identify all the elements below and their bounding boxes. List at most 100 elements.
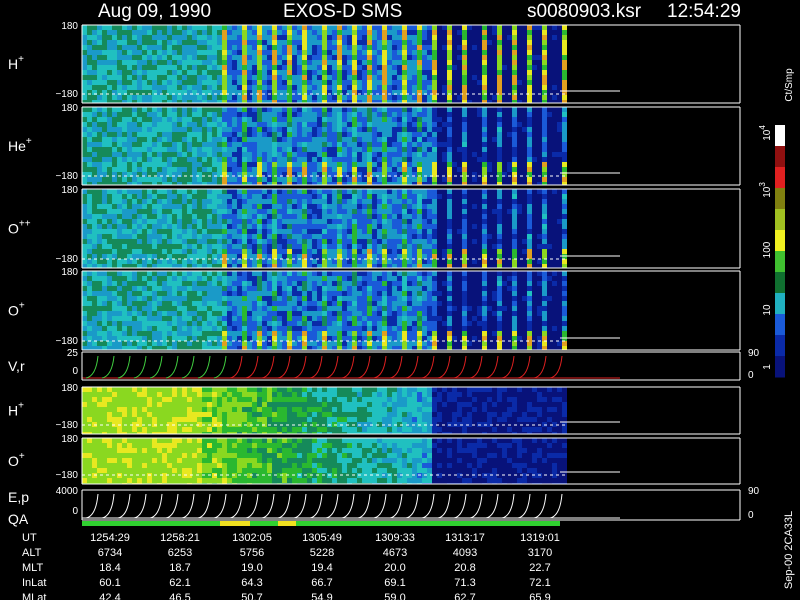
spectrogram-cell: [92, 209, 97, 214]
spectrogram-cell: [462, 70, 467, 75]
spectrogram-cell: [227, 122, 232, 127]
spectrogram-cell: [372, 172, 377, 177]
spectrogram-cell: [427, 55, 432, 60]
spectrogram-cell: [367, 45, 372, 50]
spectrogram-cell: [262, 55, 267, 60]
spectrogram-cell: [132, 321, 137, 326]
spectrogram-cell: [202, 264, 207, 268]
spectrogram-cell: [532, 244, 537, 249]
spectrogram-cell: [562, 142, 567, 147]
spectrogram-cell: [267, 25, 272, 30]
spectrogram-cell: [237, 189, 242, 194]
spectrogram-cell: [92, 147, 97, 152]
spectrogram-cell: [177, 112, 182, 117]
spectrogram-cell: [557, 214, 562, 219]
spectrogram-cell: [532, 70, 537, 75]
spectrogram-cell: [477, 50, 482, 55]
spectrogram-cell: [92, 264, 97, 268]
spectrogram-cell: [527, 189, 532, 194]
spectrogram-cell: [502, 50, 507, 55]
spectrogram-cell: [337, 100, 342, 103]
spectrogram-cell: [487, 50, 492, 55]
spectrogram-cell: [167, 182, 172, 185]
spectrogram-cell: [212, 25, 217, 30]
spectrogram-cell: [557, 137, 562, 142]
spectrogram-cell: [182, 100, 187, 103]
spectrogram-cell: [537, 40, 542, 45]
spectrogram-cell: [277, 254, 282, 259]
spectrogram-cell: [127, 189, 132, 194]
spectrogram-cell: [252, 147, 257, 152]
spectrogram-cell: [432, 80, 437, 85]
spectrogram-cell: [182, 177, 187, 182]
spectrogram-cell: [117, 35, 122, 40]
spectrogram-cell: [537, 75, 542, 80]
spectrogram-cell: [457, 224, 462, 229]
spectrogram-cell: [532, 25, 537, 30]
spectrogram-cell: [117, 182, 122, 185]
spectrogram-cell: [152, 75, 157, 80]
spectrogram-cell: [132, 271, 137, 276]
spectrogram-cell: [122, 326, 127, 331]
spectrogram-cell: [547, 172, 552, 177]
spectrogram-cell: [532, 259, 537, 264]
spectrogram-cell: [157, 264, 162, 268]
spectrogram-cell: [82, 90, 87, 95]
spectrogram-cell: [437, 80, 442, 85]
spectrogram-cell: [417, 177, 422, 182]
spectrogram-cell: [277, 177, 282, 182]
spectrogram-cell: [407, 229, 412, 234]
spectrogram-cell: [202, 45, 207, 50]
spectrogram-cell: [247, 100, 252, 103]
spectrogram-cell: [172, 259, 177, 264]
spectrogram-cell: [512, 80, 517, 85]
spectrogram-cell: [272, 45, 277, 50]
spectrogram-cell: [97, 162, 102, 167]
spectrogram-cell: [157, 167, 162, 172]
spectrogram-cell: [117, 244, 122, 249]
spectrogram-cell: [172, 35, 177, 40]
spectrogram-cell: [92, 214, 97, 219]
spectrogram-cell: [272, 75, 277, 80]
spectrogram-cell: [472, 112, 477, 117]
spectrogram-cell: [242, 259, 247, 264]
spectrogram-cell: [277, 249, 282, 254]
spectrogram-cell: [447, 172, 452, 177]
spectrogram-cell: [237, 75, 242, 80]
spectrogram-cell: [152, 286, 157, 291]
spectrogram-cell: [452, 259, 457, 264]
spectrogram-cell: [522, 40, 527, 45]
spectrogram-cell: [337, 249, 342, 254]
spectrogram-cell: [357, 75, 362, 80]
spectrogram-cell: [142, 167, 147, 172]
spectrogram-cell: [367, 147, 372, 152]
spectrogram-cell: [112, 40, 117, 45]
spectrogram-cell: [372, 209, 377, 214]
spectrogram-cell: [132, 45, 137, 50]
spectrogram-cell: [377, 264, 382, 268]
spectrogram-cell: [297, 75, 302, 80]
spectrogram-cell: [262, 229, 267, 234]
spectrogram-cell: [162, 276, 167, 281]
spectrogram-cell: [522, 75, 527, 80]
spectrogram-cell: [107, 326, 112, 331]
spectrogram-cell: [182, 259, 187, 264]
spectrogram-cell: [137, 55, 142, 60]
spectrogram-cell: [252, 214, 257, 219]
spectrogram-cell: [162, 306, 167, 311]
spectrogram-cell: [357, 234, 362, 239]
spectrogram-cell: [147, 75, 152, 80]
spectrogram-cell: [397, 132, 402, 137]
spectrogram-cell: [312, 117, 317, 122]
spectrogram-cell: [467, 85, 472, 90]
spectrogram-cell: [337, 40, 342, 45]
spectrogram-cell: [162, 199, 167, 204]
spectrogram-cell: [387, 70, 392, 75]
spectrogram-cell: [462, 177, 467, 182]
spectrogram-cell: [347, 107, 352, 112]
spectrogram-cell: [492, 60, 497, 65]
spectrogram-cell: [202, 209, 207, 214]
spectrogram-cell: [492, 147, 497, 152]
spectrogram-cell: [382, 264, 387, 268]
spectrogram-cell: [347, 132, 352, 137]
